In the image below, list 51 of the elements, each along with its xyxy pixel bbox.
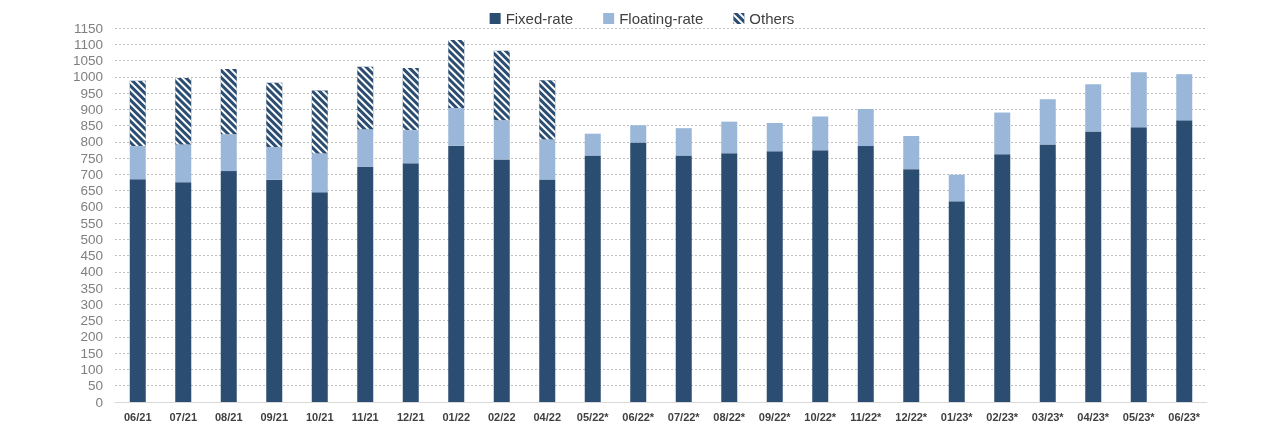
x-tick-label: 09/21 xyxy=(260,410,289,423)
y-tick-label: 200 xyxy=(80,329,103,345)
legend-label: Others xyxy=(749,10,795,27)
x-tick-label: 06/21 xyxy=(123,410,152,423)
y-tick-label: 300 xyxy=(80,296,103,312)
x-tick-label: 03/23* xyxy=(1031,410,1065,423)
x-tick-label: 06/23* xyxy=(1168,410,1201,423)
x-tick-label: 02/22 xyxy=(487,410,516,423)
y-tick-label: 1050 xyxy=(72,53,103,69)
x-tick-label: 01/23* xyxy=(940,410,974,423)
y-tick-label: 750 xyxy=(80,150,103,166)
x-tick-label: 10/21 xyxy=(305,410,334,423)
x-tick-label: 06/22* xyxy=(622,410,655,423)
x-tick-label: 02/23* xyxy=(986,410,1019,423)
y-tick-label: 1150 xyxy=(73,20,103,36)
y-tick-label: 100 xyxy=(80,361,103,377)
x-tick-label: 07/21 xyxy=(169,410,198,423)
x-tick-label: 08/22* xyxy=(713,410,746,423)
y-tick-label: 700 xyxy=(80,166,103,182)
y-tick-label: 400 xyxy=(80,264,103,280)
x-tick-label: 11/22* xyxy=(850,410,883,423)
x-tick-label: 04/23* xyxy=(1077,410,1110,423)
y-tick-label: 350 xyxy=(80,280,103,296)
x-tick-label: 08/21 xyxy=(214,410,243,423)
y-tick-label: 600 xyxy=(80,199,103,215)
y-tick-label: 550 xyxy=(80,215,103,231)
x-tick-label: 05/23* xyxy=(1122,410,1156,423)
y-tick-label: 250 xyxy=(80,313,103,329)
x-tick-label: 10/22* xyxy=(804,410,837,423)
y-tick-label: 0 xyxy=(95,394,103,410)
legend-label: Floating-rate xyxy=(619,10,704,27)
x-tick-label: 07/22* xyxy=(667,410,701,423)
x-tick-label: 04/22 xyxy=(533,410,562,423)
x-tick-label: 12/21 xyxy=(396,410,425,423)
y-tick-label: 150 xyxy=(80,345,103,361)
y-tick-label: 1100 xyxy=(73,36,103,52)
y-tick-label: 1000 xyxy=(72,69,103,85)
y-tick-label: 900 xyxy=(80,101,103,117)
y-tick-label: 500 xyxy=(80,231,103,247)
legend-label: Fixed-rate xyxy=(505,10,574,27)
y-tick-label: 50 xyxy=(87,378,103,394)
x-tick-label: 11/21 xyxy=(351,410,379,423)
x-tick-label: 09/22* xyxy=(758,410,792,423)
x-tick-label: 01/22 xyxy=(442,410,471,423)
y-tick-label: 650 xyxy=(80,183,103,199)
x-tick-label: 12/22* xyxy=(895,410,928,423)
y-tick-label: 450 xyxy=(80,248,103,264)
y-tick-label: 800 xyxy=(80,134,103,150)
y-tick-label: 950 xyxy=(80,85,103,101)
x-tick-label: 05/22* xyxy=(576,410,610,423)
y-tick-label: 850 xyxy=(80,118,103,134)
